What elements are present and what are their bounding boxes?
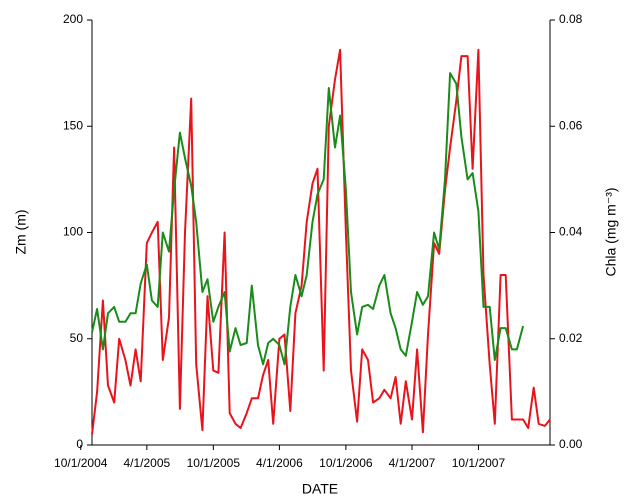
y-tick-label: 100 [63,225,83,239]
data-line [91,72,525,366]
x-tick-label: 4/1/2006 [256,456,303,470]
x-tick-label: 10/1/2004 [54,456,108,470]
x-tick-label: 4/1/2005 [123,456,170,470]
y2-tick-label: 0.04 [559,225,583,239]
x-tick-label: 10/1/2006 [319,456,373,470]
y2-tick-label: 0.00 [559,437,583,451]
x-axis-label: DATE [302,481,338,497]
y2-tick-label: 0.08 [559,12,583,26]
y-tick-label: 150 [63,118,83,132]
y2-tick-label: 0.02 [559,331,583,345]
y-tick-label: 50 [70,331,84,345]
y2-axis-label: Chla (mg m⁻³) [603,187,619,276]
y-tick-label: 0 [76,437,83,451]
x-tick-label: 10/1/2005 [187,456,241,470]
data-line [91,48,551,435]
y-axis-label: Zm (m) [13,209,29,254]
y-tick-label: 200 [63,12,83,26]
x-tick-label: 4/1/2007 [389,456,436,470]
x-tick-label: 10/1/2007 [452,456,506,470]
y2-tick-label: 0.06 [559,118,583,132]
